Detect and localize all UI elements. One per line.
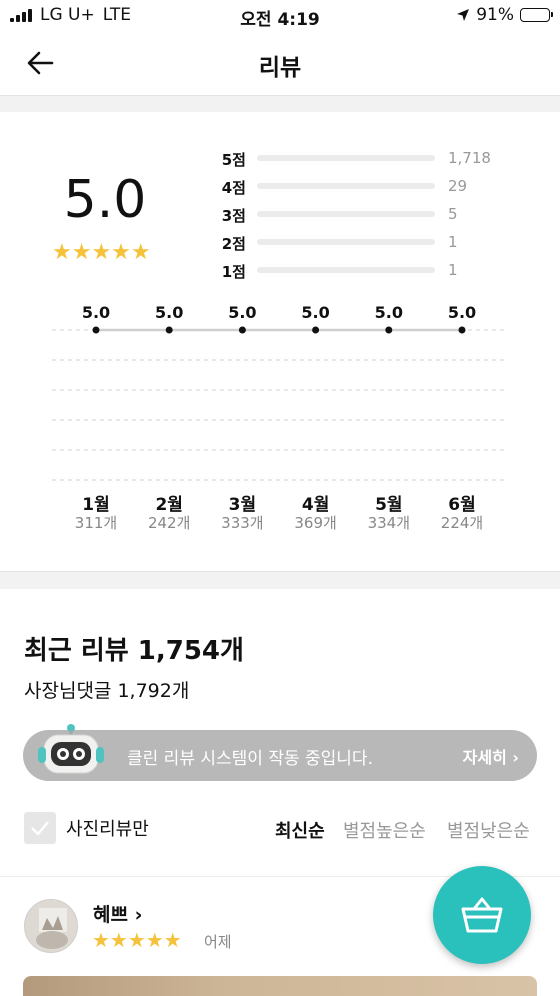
chart-month-count: 224개 [440,514,484,532]
distribution-track [257,211,435,217]
review-photo[interactable] [23,976,537,996]
distribution-count: 1,718 [448,149,491,167]
distribution-count: 29 [448,177,468,195]
location-icon [457,9,470,21]
distribution-row: 3점 5 [200,203,500,225]
chart-point [385,326,393,334]
section-divider [0,571,560,589]
distribution-row: 5점 1,718 [200,147,500,169]
reviewer-name[interactable]: 혜쁘 › [93,904,143,926]
distribution-count: 1 [448,261,458,279]
divider [0,876,560,877]
clean-review-banner[interactable]: 클린 리뷰 시스템이 작동 중입니다. 자세히 › [23,730,537,781]
details-link[interactable]: 자세히 › [462,748,519,767]
review-stars: ★★★★★ [92,928,182,952]
chart-value-label: 5.0 [228,303,256,322]
monthly-rating-chart: 5.0 5.0 5.0 5.0 5.0 5.0 [52,303,505,481]
details-link-label: 자세히 [462,748,507,767]
distribution-track [257,183,435,189]
distribution-row: 2점 1 [200,231,500,253]
recent-reviews-title: 최근 리뷰 1,754개 [24,636,244,666]
reviewer-name-text: 혜쁘 [93,904,128,926]
chart-point [165,326,173,334]
chart-month-label: 4월 [301,495,330,515]
chart-point [238,326,246,334]
back-arrow-icon[interactable] [24,46,58,80]
avatar[interactable] [24,899,78,953]
chart-month-count: 334개 [367,514,411,532]
distribution-count: 5 [448,205,458,223]
basket-icon [461,897,503,933]
distribution-label: 2점 [221,235,246,253]
average-stars: ★★★★★ [52,240,151,265]
photo-only-label: 사진리뷰만 [66,819,149,840]
chart-value-label: 5.0 [375,303,403,322]
chart-point [458,326,466,334]
distribution-row: 1점 1 [200,259,500,281]
distribution-label: 3점 [221,207,246,225]
clean-review-message: 클린 리뷰 시스템이 작동 중입니다. [127,749,373,769]
chart-value-label: 5.0 [448,303,476,322]
distribution-track [257,155,435,161]
distribution-label: 5점 [221,151,246,169]
chart-value-label: 5.0 [155,303,183,322]
chart-month-count: 311개 [74,514,118,532]
chart-month-label: 1월 [82,495,110,515]
chart-month-label: 2월 [155,495,183,515]
distribution-label: 1점 [221,263,246,281]
owner-replies-count: 사장님댓글 1,792개 [24,680,190,702]
check-icon [31,821,49,836]
header: 리뷰 [0,32,560,94]
chart-month-label: 3월 [228,495,257,515]
distribution-count: 1 [448,233,458,251]
chart-value-label: 5.0 [82,303,110,322]
chart-month-count: 333개 [221,514,264,532]
chart-month-count: 369개 [294,514,337,532]
chart-month-label: 5월 [375,495,403,515]
status-bar: LG U+ LTE 오전 4:19 91% [0,0,560,32]
robot-mascot-icon [38,724,104,774]
average-rating: 5.0 [63,170,147,230]
chart-point [312,326,320,334]
sort-rating-low[interactable]: 별점낮은순 [447,821,530,842]
sort-latest[interactable]: 최신순 [275,821,325,842]
distribution-track [257,239,435,245]
chart-month-count: 242개 [147,514,191,532]
checkbox[interactable] [24,812,56,844]
distribution-track [257,267,435,273]
sort-rating-high[interactable]: 별점높은순 [343,821,426,842]
distribution-row: 4점 29 [200,175,500,197]
carrier: LG U+ [40,5,95,25]
chart-point [92,326,100,334]
cart-button[interactable] [433,866,531,964]
battery-icon [520,8,553,22]
distribution-label: 4점 [221,179,246,197]
network-type: LTE [102,5,132,25]
clock: 오전 4:19 [240,10,320,30]
page-title: 리뷰 [258,55,302,81]
photo-only-filter[interactable]: 사진리뷰만 [24,812,149,844]
section-divider [0,95,560,112]
battery-percent: 91% [476,5,514,25]
chart-value-label: 5.0 [301,303,329,322]
avatar-image [25,900,77,952]
chart-month-label: 6월 [448,495,476,515]
review-date: 어제 [204,933,232,951]
signal-icon [10,8,32,22]
